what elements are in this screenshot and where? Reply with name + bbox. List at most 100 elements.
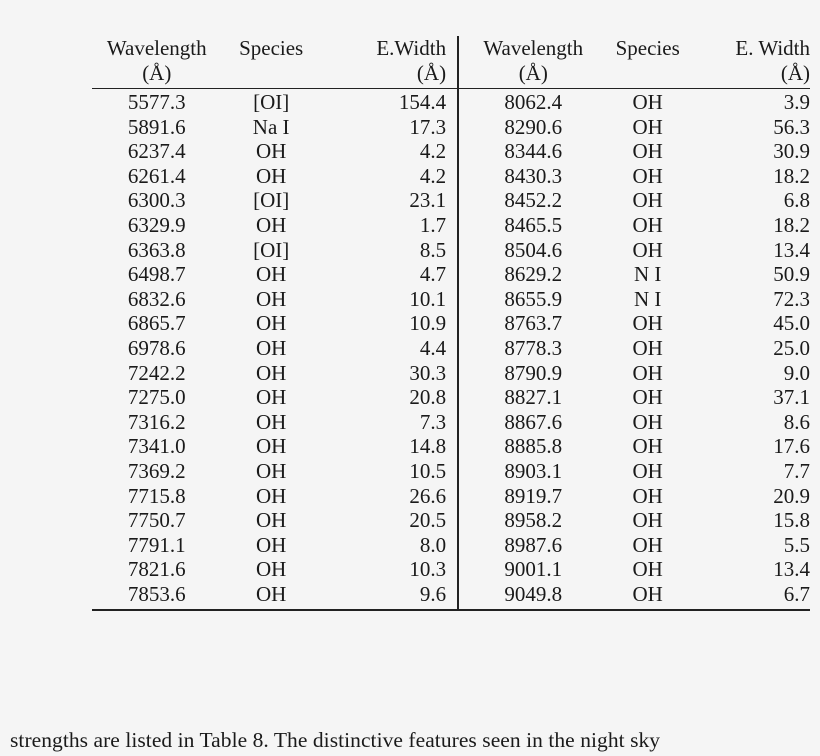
emission-line-table: Wavelength Species E.Width Wavelength Sp… [92, 36, 810, 611]
table-row: 7316.2 OH 7.3 8867.6 OH 8.6 [92, 409, 810, 435]
cell-species-right: OH [632, 311, 663, 336]
cell-wavelength-left: 7715.8 [127, 483, 186, 508]
cell-wavelength-left: 7369.2 [127, 458, 186, 483]
cell-ewidth-right: 3.9 [783, 90, 810, 114]
unit-species-right [599, 61, 695, 89]
cell-ewidth-left: 10.3 [320, 557, 460, 582]
cell-wavelength-right: 8763.7 [504, 311, 563, 336]
cell-ewidth-right: 50.9 [773, 262, 810, 287]
cell-ewidth-left: 4.2 [320, 139, 460, 164]
cell-species-right: N I [633, 286, 662, 311]
cell-species-left: OH [255, 139, 287, 164]
cell-species-right: OH [632, 557, 663, 582]
cell-wavelength-left: 7750.7 [127, 508, 186, 533]
cell-ewidth-left: 8.5 [320, 237, 460, 263]
cell-ewidth-right: 18.2 [773, 163, 810, 188]
table-body: 5577.3 [OI] 154.4 8062.4 OH 3.9 5891.6 Na I 17.3… [92, 88, 810, 611]
cell-ewidth-right: 6.8 [783, 188, 810, 213]
cell-ewidth-right: 17.6 [773, 434, 810, 459]
cell-wavelength-right: 8344.6 [504, 139, 563, 164]
header-wavelength-left: Wavelength [106, 36, 207, 60]
table-row: 7821.6 OH 10.3 9001.1 OH 13.4 [92, 557, 810, 582]
cell-species-left: [OI] [253, 90, 290, 114]
cell-wavelength-right: 8903.1 [504, 458, 563, 483]
cell-wavelength-left: 6832.6 [127, 286, 186, 311]
cell-species-left: OH [255, 385, 287, 410]
cell-ewidth-right: 9.0 [783, 360, 810, 385]
cell-ewidth-left: 154.4 [320, 88, 460, 115]
cell-wavelength-right: 8790.9 [504, 360, 563, 385]
cell-ewidth-left: 20.8 [320, 385, 460, 410]
cell-species-left: OH [255, 508, 287, 533]
cell-ewidth-left: 4.4 [320, 335, 460, 361]
cell-ewidth-right: 56.3 [773, 114, 810, 139]
cell-ewidth-right: 5.5 [783, 532, 810, 557]
cell-wavelength-right: 9001.1 [504, 557, 563, 582]
cell-wavelength-right: 8987.6 [504, 532, 563, 557]
cell-species-left: OH [255, 286, 287, 311]
cell-species-left: OH [255, 409, 287, 434]
cell-species-right: OH [632, 409, 663, 434]
cell-ewidth-right: 13.4 [773, 557, 810, 582]
header-wavelength-right: Wavelength [483, 36, 584, 60]
cell-wavelength-right: 9049.8 [504, 581, 563, 606]
cell-ewidth-left: 23.1 [320, 188, 460, 213]
cell-wavelength-left: 6300.3 [127, 188, 186, 213]
cell-wavelength-right: 8504.6 [504, 237, 563, 262]
cell-species-right: OH [632, 90, 663, 114]
header-species-right: Species [615, 36, 680, 60]
cell-wavelength-left: 6498.7 [127, 262, 186, 287]
cell-species-right: OH [632, 385, 663, 410]
cell-ewidth-right: 13.4 [773, 237, 810, 262]
table-row: 7275.0 OH 20.8 8827.1 OH 37.1 [92, 385, 810, 410]
cell-wavelength-left: 7853.6 [127, 581, 186, 606]
cell-ewidth-left: 30.3 [320, 360, 460, 386]
unit-ewidth-left: (Å) [320, 61, 460, 89]
cell-species-left: [OI] [253, 237, 290, 262]
cell-species-right: OH [632, 335, 663, 360]
cell-species-right: OH [632, 508, 663, 533]
cell-wavelength-left: 7242.2 [127, 360, 186, 385]
cell-species-right: N I [633, 262, 662, 287]
cell-ewidth-right: 7.7 [783, 458, 810, 483]
cell-wavelength-left: 7275.0 [127, 385, 186, 410]
cell-wavelength-right: 8867.6 [504, 409, 563, 434]
cell-species-left: OH [255, 262, 287, 287]
cell-wavelength-right: 8919.7 [504, 483, 563, 508]
cell-species-left: OH [255, 434, 287, 459]
cell-species-right: OH [632, 483, 663, 508]
table-row: 6363.8 [OI] 8.5 8504.6 OH 13.4 [92, 237, 810, 263]
cell-wavelength-left: 6865.7 [127, 311, 186, 336]
cell-species-right: OH [632, 458, 663, 483]
cell-ewidth-right: 45.0 [773, 311, 810, 336]
cell-ewidth-left: 9.6 [320, 581, 460, 611]
cell-ewidth-right: 25.0 [773, 335, 810, 360]
cell-wavelength-right: 8062.4 [504, 90, 563, 114]
table-row: 7853.6 OH 9.6 9049.8 OH 6.7 [92, 581, 810, 611]
cell-wavelength-left: 6978.6 [127, 335, 186, 360]
unit-species-left [222, 61, 321, 89]
cell-wavelength-right: 8629.2 [504, 262, 563, 287]
cell-wavelength-right: 8290.6 [504, 114, 563, 139]
cell-species-left: OH [255, 163, 287, 188]
cell-species-right: OH [632, 163, 663, 188]
cell-species-right: OH [632, 237, 663, 262]
cell-wavelength-left: 5577.3 [127, 90, 186, 114]
cell-ewidth-right: 20.9 [773, 483, 810, 508]
table-row: 7791.1 OH 8.0 8987.6 OH 5.5 [92, 532, 810, 558]
table-row: 6865.7 OH 10.9 8763.7 OH 45.0 [92, 311, 810, 336]
cell-ewidth-left: 26.6 [320, 483, 460, 509]
cell-wavelength-left: 7821.6 [127, 557, 186, 582]
cell-wavelength-left: 5891.6 [127, 114, 186, 139]
cell-ewidth-right: 37.1 [773, 385, 810, 410]
cell-ewidth-left: 10.9 [320, 311, 460, 336]
cell-ewidth-left: 20.5 [320, 508, 460, 533]
table-row: 6978.6 OH 4.4 8778.3 OH 25.0 [92, 335, 810, 361]
cell-wavelength-right: 8958.2 [504, 508, 563, 533]
cell-ewidth-left: 17.3 [320, 114, 460, 140]
table-row: 6261.4 OH 4.2 8430.3 OH 18.2 [92, 163, 810, 189]
cell-ewidth-right: 30.9 [773, 139, 810, 164]
cell-wavelength-right: 8827.1 [504, 385, 563, 410]
cell-ewidth-left: 7.3 [320, 409, 460, 435]
header-ewidth-right: E. Width [735, 36, 810, 60]
